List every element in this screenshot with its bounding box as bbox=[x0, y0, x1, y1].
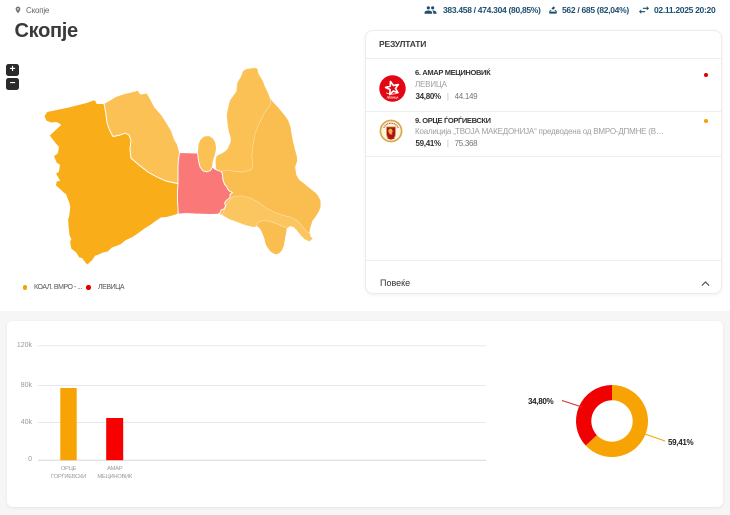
svg-text:ЛЕВИЦА: ЛЕВИЦА bbox=[387, 95, 399, 99]
